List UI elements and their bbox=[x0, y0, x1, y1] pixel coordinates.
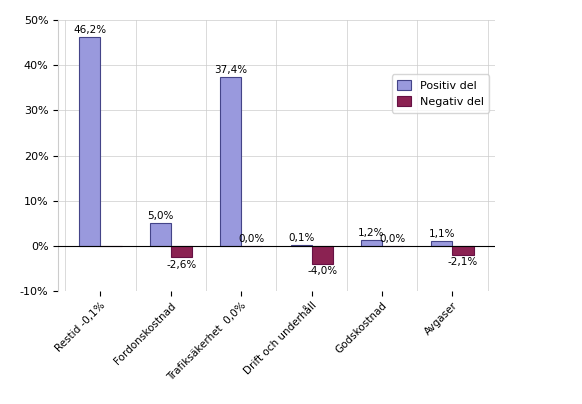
Text: 0,1%: 0,1% bbox=[288, 233, 314, 243]
Bar bbox=[220, 77, 242, 246]
Bar bbox=[150, 223, 171, 246]
Bar bbox=[290, 245, 311, 246]
Bar bbox=[79, 37, 101, 246]
Text: -2,6%: -2,6% bbox=[166, 260, 197, 270]
Bar bbox=[431, 241, 452, 246]
Text: 1,2%: 1,2% bbox=[359, 228, 385, 238]
Text: -2,1%: -2,1% bbox=[448, 257, 478, 267]
Text: 46,2%: 46,2% bbox=[73, 25, 107, 35]
Text: 0,0%: 0,0% bbox=[239, 234, 265, 244]
Legend: Positiv del, Negativ del: Positiv del, Negativ del bbox=[392, 74, 489, 113]
Text: 1,1%: 1,1% bbox=[429, 229, 455, 238]
Bar bbox=[452, 246, 474, 255]
Bar bbox=[361, 240, 382, 246]
Bar bbox=[171, 246, 192, 257]
Text: 5,0%: 5,0% bbox=[147, 211, 173, 221]
Text: -4,0%: -4,0% bbox=[307, 266, 338, 276]
Bar bbox=[311, 246, 333, 264]
Text: 0,0%: 0,0% bbox=[379, 234, 406, 244]
Text: 37,4%: 37,4% bbox=[214, 65, 247, 75]
